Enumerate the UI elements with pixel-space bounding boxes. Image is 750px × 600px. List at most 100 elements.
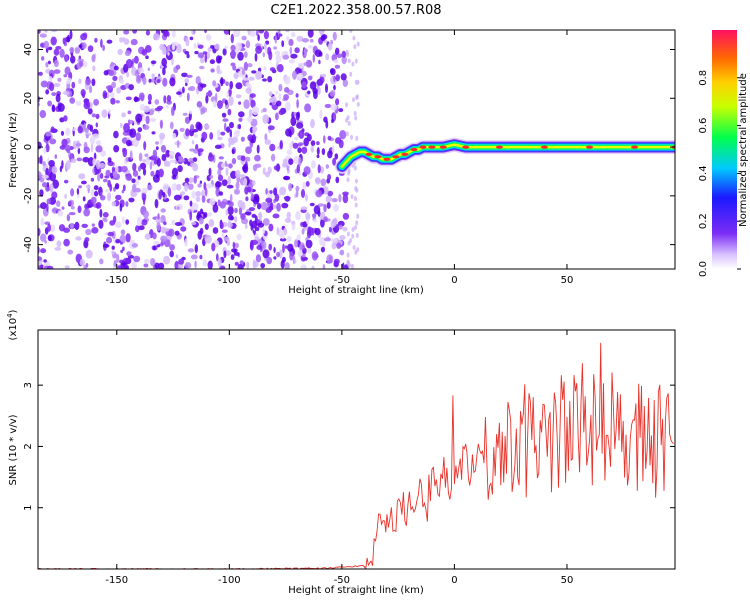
noise-blob bbox=[262, 218, 270, 226]
noise-blob bbox=[262, 249, 270, 259]
noise-blob bbox=[139, 162, 147, 170]
noise-blob bbox=[136, 216, 142, 227]
noise-blob bbox=[216, 129, 221, 138]
noise-blob bbox=[353, 196, 357, 202]
noise-blob bbox=[217, 257, 222, 268]
noise-blob bbox=[260, 263, 266, 269]
noise-blob bbox=[50, 126, 55, 132]
noise-blob bbox=[195, 144, 199, 151]
noise-blob bbox=[289, 251, 294, 261]
noise-blob bbox=[285, 128, 292, 137]
noise-blob bbox=[169, 250, 174, 258]
noise-blob bbox=[296, 35, 304, 42]
noise-blob bbox=[157, 213, 160, 220]
noise-blob bbox=[49, 224, 56, 233]
noise-blob bbox=[53, 48, 60, 56]
noise-blob bbox=[119, 259, 124, 264]
noise-blob bbox=[205, 91, 213, 96]
noise-blob bbox=[295, 93, 299, 98]
noise-blob bbox=[187, 177, 195, 184]
noise-blob bbox=[39, 33, 47, 38]
noise-blob bbox=[245, 87, 252, 94]
noise-blob bbox=[250, 239, 258, 245]
noise-blob bbox=[228, 89, 232, 97]
noise-blob bbox=[224, 99, 228, 106]
noise-blob bbox=[285, 101, 291, 111]
noise-blob bbox=[134, 55, 139, 64]
noise-blob bbox=[76, 188, 80, 195]
noise-blob bbox=[81, 223, 88, 228]
ridge-peak bbox=[439, 145, 447, 149]
noise-blob bbox=[56, 200, 61, 207]
noise-blob bbox=[63, 179, 69, 184]
noise-blob bbox=[296, 122, 304, 129]
noise-blob bbox=[216, 64, 221, 74]
noise-blob bbox=[238, 101, 242, 105]
noise-blob bbox=[94, 190, 99, 197]
noise-blob bbox=[251, 180, 256, 186]
noise-blob bbox=[292, 142, 299, 149]
noise-blob bbox=[346, 52, 350, 58]
noise-blob bbox=[41, 56, 45, 61]
noise-blob bbox=[290, 31, 296, 38]
noise-blob bbox=[335, 74, 341, 82]
noise-blob bbox=[327, 150, 333, 159]
noise-blob bbox=[106, 39, 113, 44]
noise-blob bbox=[273, 187, 278, 196]
noise-blob bbox=[242, 77, 250, 81]
noise-blob bbox=[42, 161, 46, 166]
noise-blob bbox=[125, 201, 129, 207]
noise-blob bbox=[87, 157, 95, 167]
noise-blob bbox=[342, 212, 350, 220]
noise-blob bbox=[294, 136, 299, 141]
noise-blob bbox=[309, 202, 315, 207]
noise-blob bbox=[235, 42, 243, 51]
noise-blob bbox=[163, 95, 167, 104]
ridge-peak bbox=[586, 145, 593, 149]
noise-blob bbox=[281, 202, 289, 209]
noise-blob bbox=[132, 30, 137, 34]
noise-blob bbox=[226, 126, 231, 133]
noise-blob bbox=[321, 34, 328, 40]
noise-blob bbox=[122, 184, 126, 192]
noise-blob bbox=[102, 90, 108, 99]
y-tick-label: -20 bbox=[23, 188, 34, 204]
noise-blob bbox=[262, 107, 267, 113]
noise-blob bbox=[117, 48, 123, 56]
noise-blob bbox=[342, 262, 345, 269]
noise-blob bbox=[99, 208, 103, 218]
noise-blob bbox=[74, 221, 80, 230]
noise-blob bbox=[184, 51, 190, 55]
noise-blob bbox=[84, 237, 90, 243]
noise-blob bbox=[295, 190, 299, 198]
noise-blob bbox=[126, 251, 132, 257]
noise-blob bbox=[46, 182, 50, 188]
noise-blob bbox=[230, 33, 234, 44]
noise-blob bbox=[62, 37, 66, 45]
noise-blob bbox=[305, 181, 310, 187]
noise-blob bbox=[228, 214, 234, 221]
noise-blob bbox=[312, 53, 315, 63]
noise-blob bbox=[282, 243, 285, 254]
noise-blob bbox=[248, 76, 255, 81]
noise-blob bbox=[342, 79, 348, 88]
noise-blob bbox=[245, 196, 249, 202]
noise-blob bbox=[305, 239, 313, 249]
noise-blob bbox=[67, 34, 70, 43]
noise-blob bbox=[135, 225, 140, 233]
noise-blob bbox=[38, 30, 41, 34]
noise-blob bbox=[95, 145, 103, 153]
noise-blob bbox=[281, 256, 286, 263]
noise-blob bbox=[48, 76, 53, 82]
noise-blob bbox=[301, 81, 307, 89]
noise-blob bbox=[251, 106, 259, 116]
noise-blob bbox=[158, 262, 165, 269]
noise-blob bbox=[127, 119, 131, 126]
noise-blob bbox=[306, 218, 310, 225]
noise-blob bbox=[204, 187, 208, 197]
noise-blob bbox=[276, 202, 281, 212]
noise-blob bbox=[195, 196, 201, 202]
noise-blob bbox=[105, 85, 113, 90]
noise-blob bbox=[142, 197, 146, 205]
noise-blob bbox=[313, 253, 319, 259]
